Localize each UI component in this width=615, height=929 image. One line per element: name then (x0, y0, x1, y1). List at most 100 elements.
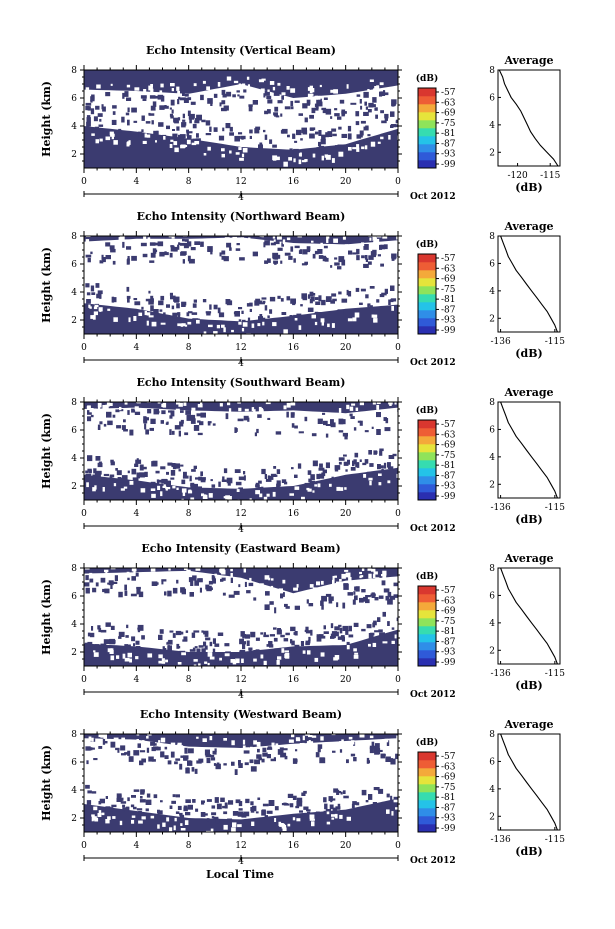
echo-gap (165, 659, 168, 663)
echo-speckle (284, 755, 288, 760)
echo-speckle (368, 794, 373, 800)
echo-gap (198, 663, 201, 666)
echo-gap (288, 157, 292, 161)
echo-speckle (148, 290, 151, 294)
echo-speckle (235, 248, 241, 251)
echo-speckle (359, 459, 362, 462)
echo-gap (85, 87, 90, 90)
echo-speckle (94, 126, 99, 130)
echo-gap (368, 643, 371, 647)
echo-layer-upper (84, 236, 398, 245)
x-tick-label: 0 (81, 343, 87, 353)
colorbar-segment (418, 776, 436, 785)
echo-speckle (136, 588, 141, 595)
echo-speckle (355, 463, 358, 468)
echo-speckle (365, 258, 368, 262)
echo-gap (241, 237, 244, 241)
colorbar-tick-label: -69 (441, 441, 456, 451)
echo-speckle (85, 587, 90, 594)
echo-speckle (213, 304, 218, 310)
echo-speckle (186, 132, 190, 137)
echo-gap (286, 86, 290, 90)
echo-speckle (366, 624, 372, 629)
echo-speckle (215, 763, 221, 770)
echo-speckle (160, 466, 166, 470)
echo-gap (128, 229, 131, 232)
echo-gap (131, 568, 137, 572)
echo-gap (238, 147, 242, 150)
profile-y-tick-label: 4 (489, 287, 495, 297)
echo-speckle (104, 741, 108, 744)
echo-speckle (322, 470, 326, 477)
echo-speckle (273, 112, 278, 116)
echo-speckle (260, 632, 263, 635)
echo-gap (110, 133, 115, 137)
colorbar-segment (418, 586, 436, 595)
echo-gap (175, 408, 180, 413)
echo-gap (314, 484, 318, 487)
echo-speckle (158, 300, 164, 306)
echo-speckle (164, 591, 167, 596)
echo-speckle (173, 117, 179, 123)
y-tick-label: 2 (71, 316, 77, 326)
colorbar-segment (418, 128, 436, 137)
echo-gap (308, 735, 313, 738)
echo-gap (271, 578, 274, 581)
echo-speckle (317, 249, 323, 254)
echo-speckle (323, 810, 328, 815)
echo-speckle (175, 758, 181, 761)
colorbar: (dB)-57-63-69-75-81-87-93-99 (416, 737, 456, 834)
echo-speckle (342, 625, 349, 631)
echo-speckle (334, 108, 338, 111)
echo-speckle (352, 460, 355, 467)
echo-gap (148, 315, 154, 318)
x-tick-label: 16 (288, 177, 300, 187)
echo-gap (231, 231, 236, 235)
echo-speckle (296, 800, 303, 807)
echo-speckle (387, 462, 391, 468)
echo-speckle (148, 298, 154, 305)
colorbar-segment (418, 294, 436, 303)
profile-x-tick-label: -136 (490, 669, 510, 679)
echo-gap (382, 570, 387, 576)
echo-speckle (170, 245, 175, 252)
echo-speckle (338, 291, 342, 295)
echo-gap (221, 569, 226, 575)
profile-y-tick-label: 4 (489, 121, 495, 131)
echo-speckle (252, 100, 258, 105)
echo-speckle (344, 433, 348, 440)
echo-speckle (380, 91, 386, 96)
echo-gap (309, 814, 315, 819)
echo-gap (263, 496, 268, 500)
echo-gap (118, 237, 124, 242)
echo-speckle (130, 804, 135, 808)
echo-gap (378, 482, 382, 486)
echo-speckle (222, 93, 227, 98)
echo-speckle (296, 797, 303, 803)
echo-speckle (115, 409, 120, 413)
x-tick-label: 20 (340, 343, 352, 353)
echo-speckle (221, 89, 226, 95)
echo-speckle (377, 617, 381, 622)
echo-gap (306, 741, 310, 746)
echo-speckle (182, 639, 188, 642)
echo-speckle (155, 249, 158, 253)
echo-speckle (105, 796, 108, 799)
colorbar-tick-label: -63 (441, 98, 456, 108)
echo-speckle (205, 133, 212, 136)
echo-speckle (364, 459, 369, 464)
echo-speckle (178, 134, 181, 140)
echo-gap (251, 407, 255, 412)
echo-speckle (316, 473, 320, 480)
profile-x-tick-label: -115 (545, 503, 565, 513)
profile-curve (500, 235, 558, 333)
echo-speckle (295, 805, 300, 809)
profile-y-tick-label: 6 (489, 93, 495, 103)
echo-speckle (264, 474, 267, 479)
profile-y-tick-label: 2 (489, 646, 495, 656)
colorbar-frame (417, 419, 437, 501)
echo-speckle (172, 587, 178, 594)
